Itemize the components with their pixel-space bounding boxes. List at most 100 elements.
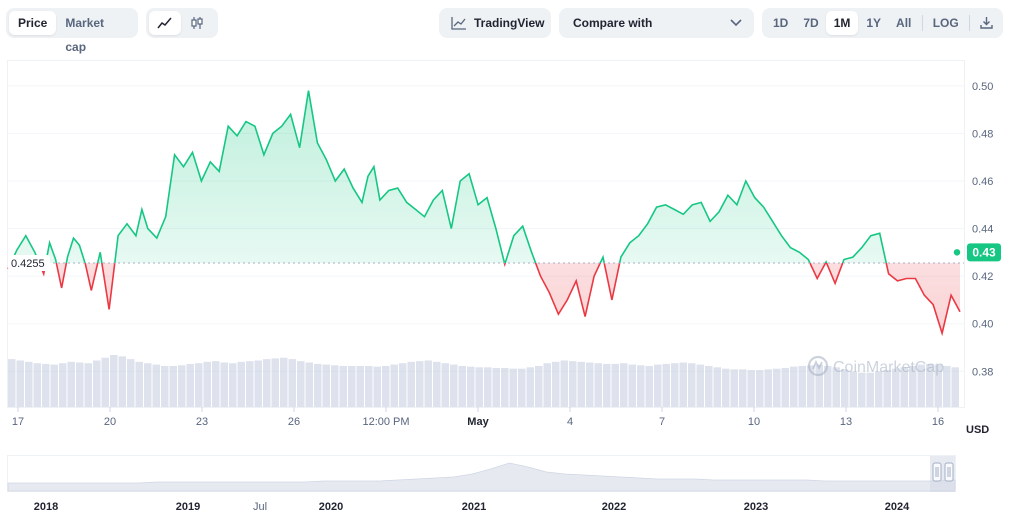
volume-bar xyxy=(926,363,934,407)
x-tick-label: 17 xyxy=(12,416,24,428)
volume-bar xyxy=(475,367,483,407)
y-tick-label: 0.50 xyxy=(972,81,993,93)
volume-bar xyxy=(186,363,194,407)
volume-bar xyxy=(280,357,288,407)
volume-bar xyxy=(67,361,75,407)
volume-bar xyxy=(110,355,118,407)
current-price-dot xyxy=(952,247,962,258)
x-tick-label: May xyxy=(467,416,489,428)
volume-bar xyxy=(339,365,347,407)
volume-bar xyxy=(824,365,832,407)
price-line xyxy=(7,90,961,337)
volume-bar xyxy=(815,364,823,407)
volume-bar xyxy=(356,365,364,407)
volume-bar xyxy=(518,368,526,407)
download-button[interactable] xyxy=(973,11,1000,35)
volume-bar xyxy=(484,367,492,407)
tradingview-icon xyxy=(451,17,466,30)
range-7d-button[interactable]: 7D xyxy=(803,16,819,30)
candlestick-button[interactable] xyxy=(181,11,213,35)
volume-bar xyxy=(790,366,798,407)
volume-bar xyxy=(645,365,653,407)
volume-bar xyxy=(433,361,441,407)
x-tick-label: 23 xyxy=(196,416,208,428)
range-1m-button[interactable]: 1M xyxy=(825,11,859,35)
volume-bar xyxy=(722,368,730,407)
range-1y-button[interactable]: 1Y xyxy=(866,16,882,30)
volume-bar xyxy=(42,363,50,407)
volume-bar xyxy=(943,365,951,407)
volume-bar xyxy=(424,360,432,407)
chart-type-toggle xyxy=(146,8,218,38)
navigator-handle[interactable] xyxy=(932,462,954,482)
volume-bar xyxy=(314,363,322,407)
volume-bar xyxy=(934,364,942,407)
volume-bar xyxy=(152,364,160,407)
navigator-label: 2020 xyxy=(319,501,343,513)
volume-bar xyxy=(866,372,874,407)
volume-bar xyxy=(569,361,577,407)
volume-bar xyxy=(892,368,900,407)
volume-bar xyxy=(832,367,840,407)
volume-bar xyxy=(178,365,186,407)
baseline-tag: 0.4255 xyxy=(8,255,50,272)
x-axis-ticks: 17 20 23 26 12:00 PM May 4 7 10 13 16 xyxy=(12,407,944,428)
price-area xyxy=(8,90,960,334)
range-1d-button[interactable]: 1D xyxy=(773,16,789,30)
volume-bar xyxy=(526,367,534,407)
current-price-tag: 0.43 xyxy=(952,243,1001,262)
volume-bar xyxy=(841,369,849,407)
volume-bar xyxy=(407,361,415,407)
volume-bar xyxy=(382,365,390,407)
download-icon xyxy=(980,17,993,29)
y-axis-ticks: 0.50 0.48 0.46 0.44 0.42 0.40 0.38 xyxy=(972,81,993,379)
x-tick-label: 26 xyxy=(288,416,300,428)
volume-bar xyxy=(951,367,959,407)
range-all-button[interactable]: All xyxy=(896,16,912,30)
line-chart-button[interactable] xyxy=(149,11,181,35)
volume-bar xyxy=(535,365,543,407)
compare-with-label: Compare with xyxy=(573,16,653,30)
volume-bar xyxy=(254,360,262,407)
volume-bar xyxy=(671,363,679,407)
volume-bar xyxy=(263,359,271,407)
volume-bar xyxy=(59,363,67,407)
marketcap-tab[interactable]: Market cap xyxy=(65,16,105,54)
volume-bar xyxy=(688,363,696,407)
navigator-label: 2021 xyxy=(462,501,486,513)
volume-bar xyxy=(416,361,424,407)
volume-bar xyxy=(883,370,891,407)
volume-bar xyxy=(144,363,152,407)
volume-bar xyxy=(798,365,806,407)
volume-bar xyxy=(739,369,747,407)
volume-bar xyxy=(322,364,330,407)
compare-with-dropdown[interactable]: Compare with xyxy=(559,8,754,38)
x-tick-label: 10 xyxy=(748,416,760,428)
volume-bar xyxy=(441,363,449,407)
price-tab[interactable]: Price xyxy=(9,11,57,35)
navigator-labels: 2018 2019 Jul 2020 2021 2022 2023 2024 xyxy=(34,501,910,513)
volume-bar xyxy=(390,364,398,407)
volume-bar xyxy=(271,358,279,407)
log-scale-button[interactable]: LOG xyxy=(932,16,959,30)
volume-bar xyxy=(620,363,628,407)
x-tick-label: 20 xyxy=(104,416,116,428)
y-tick-label: 0.44 xyxy=(972,224,993,236)
currency-label: USD xyxy=(966,424,989,436)
price-line-up xyxy=(9,90,888,264)
navigator-label: Jul xyxy=(253,501,267,513)
volume-bar xyxy=(543,363,551,407)
volume-bar xyxy=(399,363,407,407)
volume-bar xyxy=(288,359,296,407)
volume-bar xyxy=(696,364,704,407)
volume-bar xyxy=(331,365,339,407)
volume-bar xyxy=(875,371,883,407)
volume-bar xyxy=(305,362,313,407)
time-navigator[interactable]: 2018 2019 Jul 2020 2021 2022 2023 2024 xyxy=(7,455,956,514)
volume-bar xyxy=(25,361,33,407)
y-tick-label: 0.38 xyxy=(972,366,993,378)
x-tick-label: 13 xyxy=(840,416,852,428)
tradingview-button[interactable]: TradingView xyxy=(439,8,551,38)
volume-bar xyxy=(76,362,84,407)
